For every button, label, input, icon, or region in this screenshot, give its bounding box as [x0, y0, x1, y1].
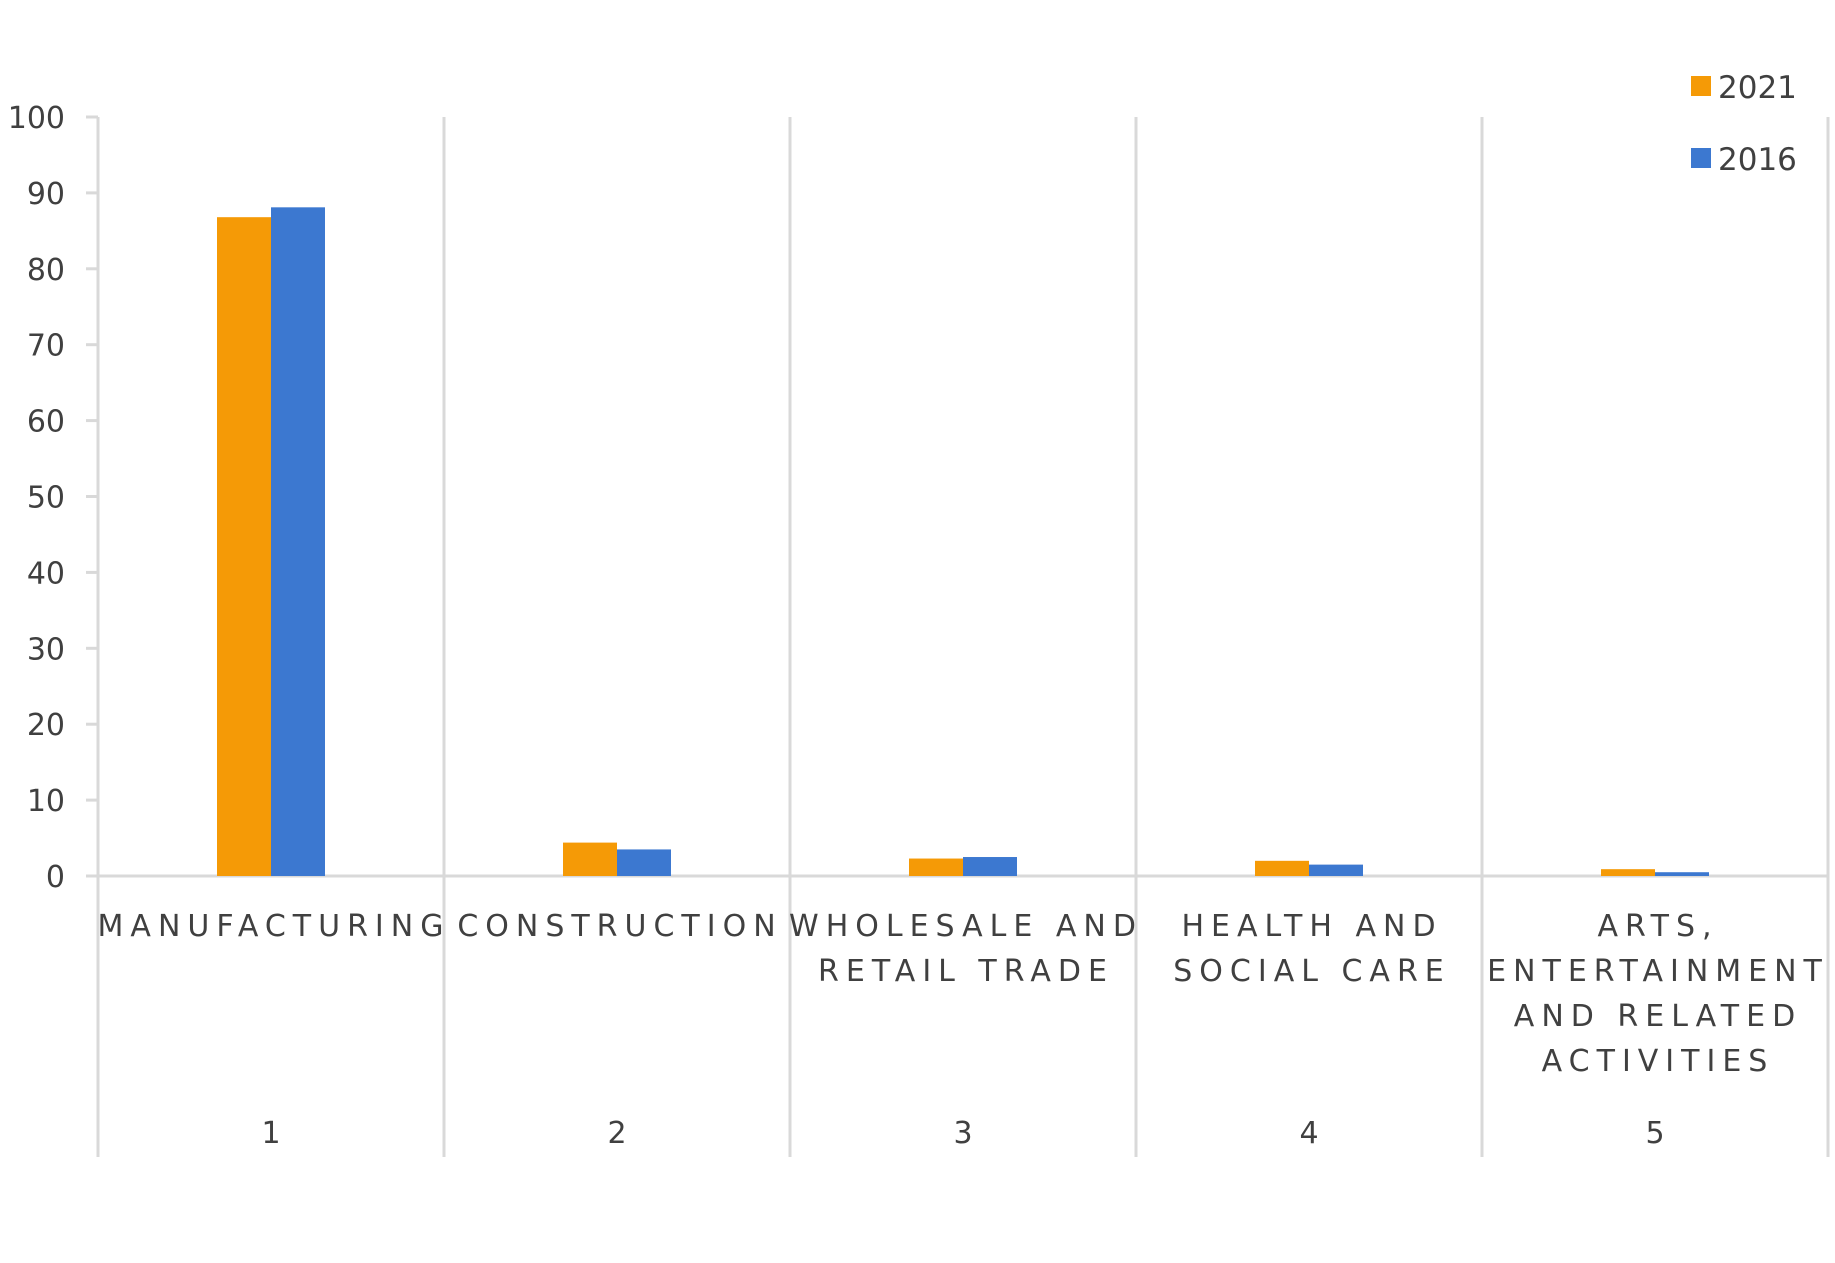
bar-2016-3 [963, 857, 1017, 876]
bar-2021-3 [909, 858, 963, 876]
category-number: 2 [607, 1116, 626, 1151]
y-tick-label: 20 [27, 708, 65, 743]
bar-2016-5 [1655, 872, 1709, 876]
bar-2021-5 [1601, 869, 1655, 876]
bar-2021-2 [563, 842, 617, 876]
y-tick-label: 10 [27, 784, 65, 819]
category-label: ENTERTAINMENT [1487, 954, 1829, 989]
bar-2021-1 [217, 217, 271, 877]
legend-swatch [1691, 148, 1711, 168]
bar-2016-4 [1309, 864, 1363, 876]
category-number: 1 [261, 1116, 280, 1151]
bars [217, 207, 1709, 877]
bar-2016-2 [617, 849, 671, 876]
y-tick-label: 40 [27, 556, 65, 591]
y-axis-ticks: 0 10 20 30 40 50 60 70 80 90 100 [8, 101, 98, 895]
category-label: CONSTRUCTION [457, 909, 782, 944]
y-tick-label: 50 [27, 481, 65, 516]
category-number: 5 [1645, 1116, 1664, 1151]
category-label: RETAIL TRADE [818, 954, 1114, 989]
category-label: ARTS, [1597, 909, 1718, 944]
y-tick-label: 90 [27, 177, 65, 212]
category-label: WHOLESALE AND [789, 909, 1143, 944]
legend-swatch [1691, 76, 1711, 96]
y-tick-label: 0 [46, 860, 65, 895]
y-tick-label: 60 [27, 405, 65, 440]
category-label: SOCIAL CARE [1173, 954, 1451, 989]
legend-label: 2016 [1718, 142, 1797, 178]
category-label: ACTIVITIES [1542, 1044, 1775, 1079]
legend: 2021 2016 [1691, 70, 1797, 178]
category-label: AND RELATED [1514, 999, 1802, 1034]
x-axis-labels: MANUFACTURING 1 CONSTRUCTION 2 WHOLESALE AND… [98, 909, 1829, 1151]
legend-label: 2021 [1718, 70, 1797, 106]
category-number: 3 [953, 1116, 972, 1151]
bar-2021-4 [1255, 860, 1309, 876]
category-label: HEALTH AND [1181, 909, 1442, 944]
category-number: 4 [1299, 1116, 1318, 1151]
y-tick-label: 80 [27, 253, 65, 288]
bar-2016-1 [271, 207, 325, 877]
y-tick-label: 100 [8, 101, 65, 136]
category-label: MANUFACTURING [98, 909, 451, 944]
y-tick-label: 70 [27, 329, 65, 364]
y-tick-label: 30 [27, 632, 65, 667]
